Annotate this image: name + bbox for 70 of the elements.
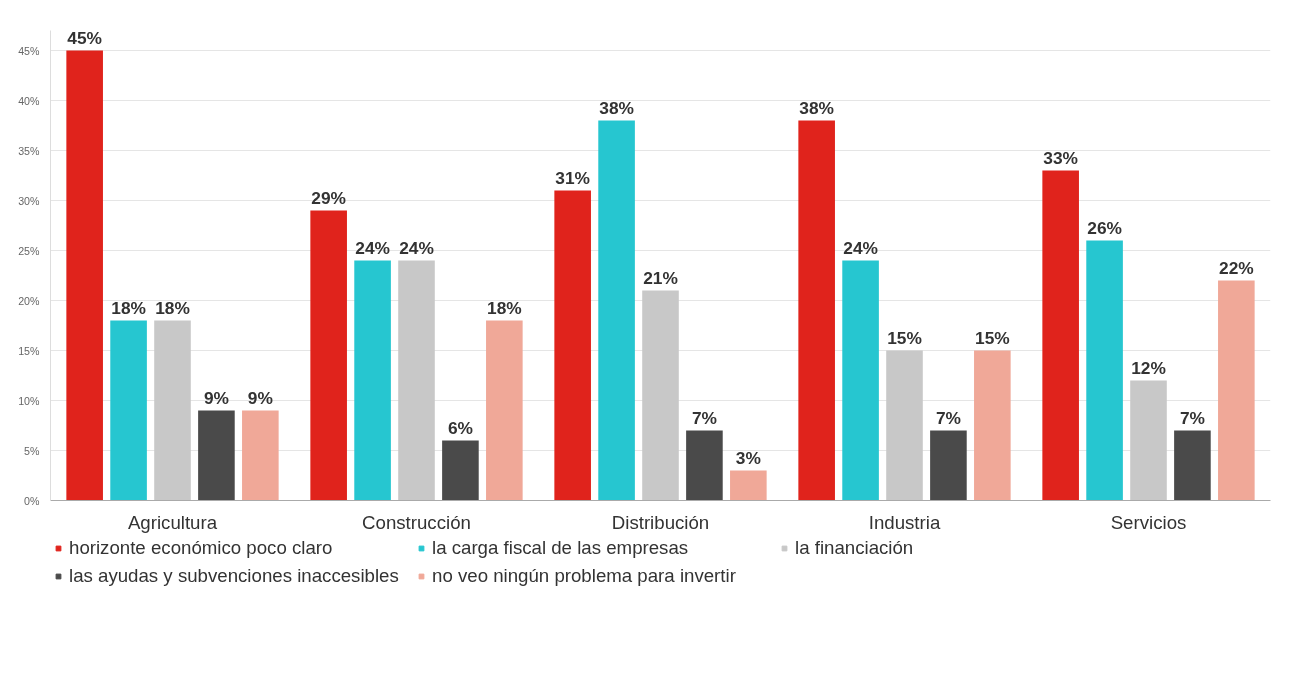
bar xyxy=(642,290,679,501)
data-label: 21% xyxy=(643,267,678,288)
x-tick-label: Agricultura xyxy=(127,511,218,533)
bar xyxy=(66,50,103,501)
bar xyxy=(198,410,235,501)
data-label: 15% xyxy=(975,327,1010,348)
bar xyxy=(110,320,147,501)
bar xyxy=(598,120,635,501)
bar xyxy=(486,320,523,501)
legend-label: la carga fiscal de las empresas xyxy=(432,537,690,559)
bar xyxy=(1174,430,1211,501)
data-label: 38% xyxy=(599,97,634,118)
legend-label: no veo ningún problema para invertir xyxy=(432,565,737,587)
data-label: 18% xyxy=(111,297,146,318)
data-label: 7% xyxy=(935,407,961,428)
bar xyxy=(686,430,723,501)
legend-label: las ayudas y subvenciones inaccesibles xyxy=(69,565,400,587)
bar xyxy=(930,430,967,501)
bar xyxy=(242,410,279,501)
y-tick-label: 30% xyxy=(18,194,41,207)
data-label: 7% xyxy=(691,407,717,428)
x-tick-label: Distribución xyxy=(611,511,710,533)
data-label: 24% xyxy=(399,237,434,258)
y-tick-label: 15% xyxy=(18,344,41,357)
bar xyxy=(154,320,191,501)
data-label: 18% xyxy=(155,297,190,318)
legend-label: horizonte económico poco claro xyxy=(69,537,334,559)
data-label: 15% xyxy=(887,327,922,348)
data-label: 24% xyxy=(843,237,878,258)
data-label: 31% xyxy=(555,167,591,188)
data-label: 33% xyxy=(1043,147,1079,168)
x-tick-label: Industria xyxy=(868,511,941,533)
bar xyxy=(798,120,835,501)
y-tick-label: 5% xyxy=(24,444,41,457)
data-label: 12% xyxy=(1131,357,1166,378)
y-tick-label: 40% xyxy=(18,94,41,107)
bar xyxy=(310,210,347,501)
bar xyxy=(842,260,879,501)
data-label: 29% xyxy=(311,187,347,208)
y-tick-label: 20% xyxy=(18,294,41,307)
y-tick-label: 10% xyxy=(18,394,41,407)
x-tick-label: Construcción xyxy=(362,511,471,533)
data-label: 38% xyxy=(799,97,835,118)
legend-label: la financiación xyxy=(795,537,915,559)
bar xyxy=(554,190,591,501)
bar xyxy=(1218,280,1255,501)
y-tick-label: 25% xyxy=(18,244,41,257)
bar xyxy=(442,440,479,501)
bar xyxy=(886,350,923,501)
x-tick-label: Servicios xyxy=(1110,511,1187,533)
data-label: 22% xyxy=(1219,257,1254,278)
bar xyxy=(398,260,435,501)
bar xyxy=(1042,170,1079,501)
y-tick-label: 0% xyxy=(24,494,41,507)
bar xyxy=(974,350,1011,501)
bar xyxy=(1130,380,1167,501)
bar xyxy=(730,470,767,501)
data-label: 6% xyxy=(447,417,473,438)
bar xyxy=(1086,240,1123,501)
data-label: 7% xyxy=(1179,407,1205,428)
data-label: 18% xyxy=(487,297,522,318)
data-label: 26% xyxy=(1087,217,1122,238)
data-label: 9% xyxy=(203,387,229,408)
data-label: 3% xyxy=(735,447,761,468)
bar xyxy=(354,260,391,501)
data-label: 9% xyxy=(247,387,273,408)
y-tick-label: 45% xyxy=(18,44,41,57)
y-tick-label: 35% xyxy=(18,144,41,157)
data-label: 45% xyxy=(67,27,103,48)
data-label: 24% xyxy=(355,237,390,258)
